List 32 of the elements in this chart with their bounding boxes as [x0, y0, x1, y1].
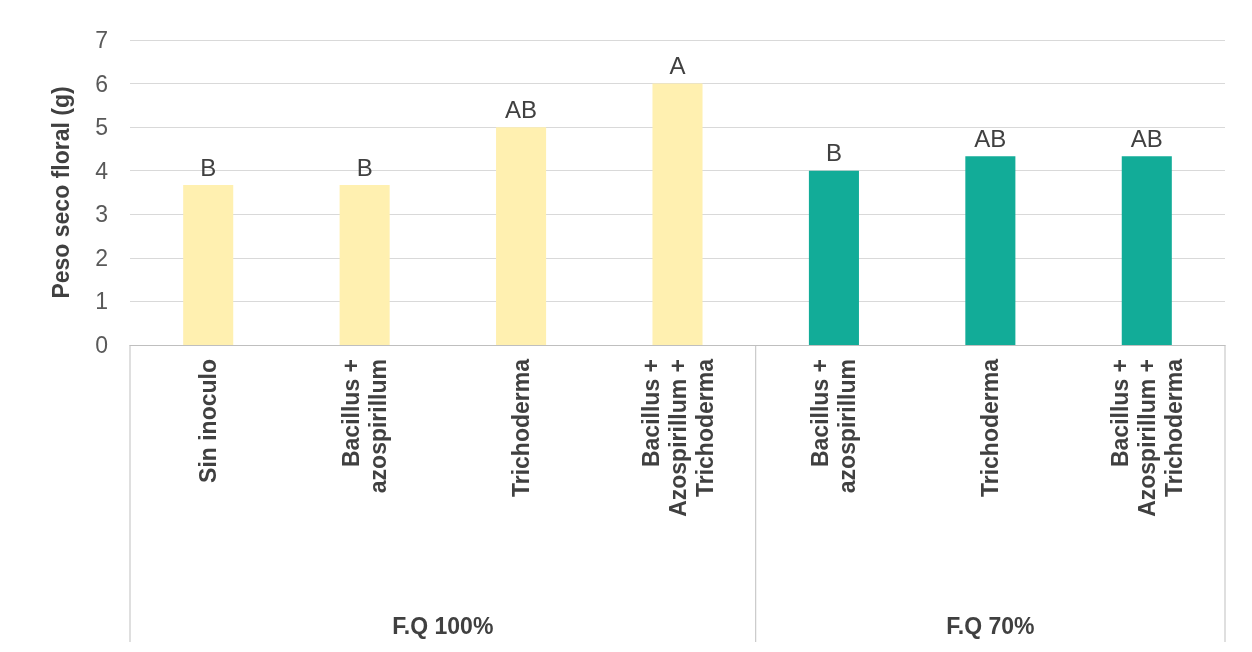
x-tick-label: Bacillus + Azospirillum + Trichoderma [637, 358, 718, 517]
bar [496, 127, 547, 345]
bar [965, 156, 1016, 345]
y-tick-label: 1 [95, 288, 108, 315]
y-tick-label: 3 [95, 201, 108, 228]
bar [652, 83, 703, 345]
y-tick-label: 5 [95, 114, 108, 141]
y-tick-label: 6 [95, 70, 108, 97]
bar [339, 185, 390, 345]
bar [1121, 156, 1172, 345]
y-tick-label: 2 [95, 244, 108, 271]
x-tick-label: Bacillus + Azospirillum + Trichoderma [1106, 358, 1187, 517]
x-tick-label: Sin inoculo [195, 359, 222, 483]
x-tick-label: Bacillus + azospirillum [338, 359, 392, 494]
data-label: AB [1130, 124, 1163, 152]
data-label: AB [974, 124, 1007, 152]
data-label: A [669, 52, 686, 80]
data-label: B [200, 153, 217, 181]
x-tick-label: Trichoderma [508, 358, 535, 498]
bar [183, 185, 234, 345]
data-label: AB [505, 95, 538, 123]
text: F.Q 70% [946, 613, 1035, 639]
data-label: B [825, 139, 842, 167]
y-tick-label: 7 [95, 27, 108, 53]
text: F.Q 100% [392, 613, 494, 639]
y-tick-label: 0 [95, 332, 108, 358]
data-label: B [356, 153, 373, 181]
x-tick-label: Trichoderma [977, 358, 1004, 498]
y-tick-label: 4 [95, 157, 109, 184]
bar [808, 170, 859, 345]
y-axis-title: Peso seco floral (g) [47, 86, 74, 299]
x-tick-label: Bacillus + azospirillum [807, 359, 861, 494]
